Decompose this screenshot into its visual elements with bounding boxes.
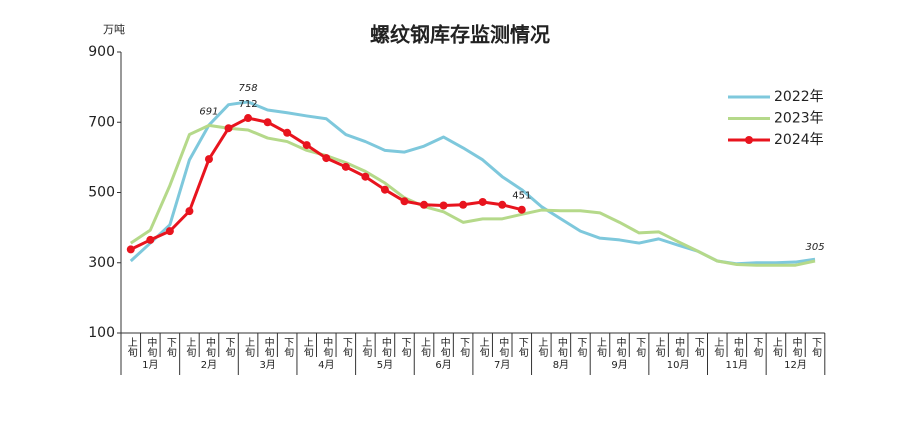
legend-marker — [745, 136, 753, 144]
series-marker — [478, 197, 487, 206]
series-marker — [165, 227, 174, 236]
legend-label: 2023年 — [774, 111, 824, 127]
legend-label: 2024年 — [774, 132, 824, 148]
month-label: 10月 — [667, 359, 690, 371]
x-tick-label: 中旬 — [673, 336, 685, 358]
x-tick-label: 中旬 — [262, 336, 274, 358]
x-tick-label: 中旬 — [614, 336, 626, 358]
series-marker — [126, 245, 135, 254]
month-label: 5月 — [377, 359, 393, 371]
x-tick-label: 上旬 — [243, 337, 255, 358]
month-label: 11月 — [725, 359, 748, 371]
series-marker — [322, 154, 331, 163]
month-label: 9月 — [611, 359, 627, 371]
month-label: 7月 — [494, 359, 510, 371]
x-tick-label: 上旬 — [360, 337, 372, 358]
x-tick-label: 下旬 — [634, 337, 646, 358]
series-marker — [185, 207, 194, 216]
chart-title: 螺纹钢库存监测情况 — [370, 23, 550, 47]
x-tick-label: 中旬 — [145, 336, 157, 358]
x-tick-label: 上旬 — [594, 337, 606, 358]
series-marker — [439, 201, 448, 210]
x-tick-label: 上旬 — [770, 337, 782, 358]
series-marker — [400, 197, 409, 206]
x-tick-label: 下旬 — [458, 337, 470, 358]
x-tick-label: 中旬 — [731, 336, 743, 358]
x-tick-label: 下旬 — [223, 337, 235, 358]
y-tick-label: 900 — [88, 44, 115, 60]
x-tick-label: 中旬 — [555, 336, 567, 358]
series-marker — [204, 155, 213, 164]
x-tick-label: 中旬 — [203, 336, 215, 358]
x-tick-label: 下旬 — [516, 337, 528, 358]
x-tick-label: 下旬 — [399, 337, 411, 358]
month-label: 3月 — [259, 359, 275, 371]
x-tick-label: 中旬 — [379, 336, 391, 358]
x-tick-label: 上旬 — [653, 337, 665, 358]
series-marker — [263, 118, 272, 127]
y-tick-label: 100 — [88, 325, 115, 341]
value-label: 451 — [512, 191, 531, 202]
x-tick-label: 中旬 — [438, 336, 450, 358]
x-tick-label: 上旬 — [301, 337, 313, 358]
series-marker — [224, 124, 233, 133]
value-label: 305 — [805, 242, 824, 253]
x-tick-label: 中旬 — [321, 336, 333, 358]
legend-label: 2022年 — [774, 89, 824, 105]
month-label: 12月 — [784, 359, 807, 371]
x-tick-label: 上旬 — [477, 337, 489, 358]
series-marker — [146, 235, 155, 244]
month-label: 4月 — [318, 359, 334, 371]
series-line — [129, 123, 816, 267]
month-label: 1月 — [142, 359, 158, 371]
x-tick-label: 上旬 — [184, 337, 196, 358]
x-tick-label: 下旬 — [810, 337, 822, 358]
x-tick-label: 下旬 — [340, 337, 352, 358]
month-label: 2月 — [201, 359, 217, 371]
x-tick-label: 下旬 — [692, 337, 704, 358]
x-tick-label: 上旬 — [712, 337, 724, 358]
x-tick-label: 中旬 — [497, 336, 509, 358]
x-tick-label: 上旬 — [536, 337, 548, 358]
x-tick-label: 下旬 — [164, 337, 176, 358]
series-marker — [517, 205, 526, 214]
series-marker — [302, 141, 311, 150]
y-tick-label: 300 — [88, 255, 115, 271]
series-marker — [459, 200, 468, 209]
series-marker — [498, 200, 507, 209]
series-marker — [283, 128, 292, 137]
x-tick-label: 下旬 — [282, 337, 294, 358]
x-tick-label: 下旬 — [575, 337, 587, 358]
x-tick-label: 上旬 — [125, 337, 137, 358]
y-axis-label: 万吨 — [103, 23, 125, 36]
value-label: 691 — [199, 106, 218, 117]
x-tick-label: 下旬 — [751, 337, 763, 358]
y-tick-label: 500 — [88, 185, 115, 201]
x-tick-label: 中旬 — [790, 336, 802, 358]
value-label: 758 — [239, 83, 258, 94]
series-marker — [380, 185, 389, 194]
series-marker — [420, 200, 429, 209]
x-tick-label: 上旬 — [419, 337, 431, 358]
y-tick-label: 700 — [88, 114, 115, 130]
value-label: 712 — [239, 99, 258, 110]
series-marker — [361, 172, 370, 181]
month-label: 8月 — [553, 359, 569, 371]
month-label: 6月 — [435, 359, 451, 371]
series-marker — [341, 162, 350, 171]
series-marker — [244, 114, 253, 123]
